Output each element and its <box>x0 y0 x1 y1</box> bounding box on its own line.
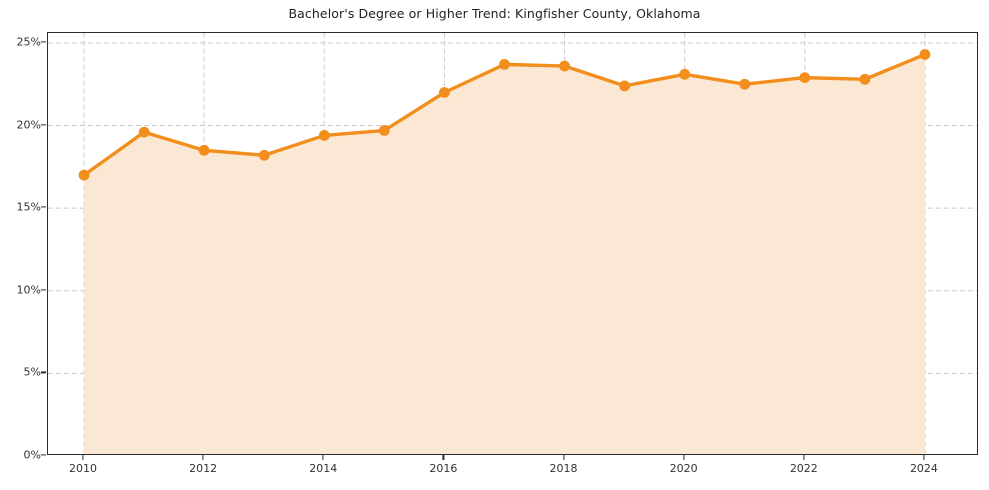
plot-area <box>47 32 978 455</box>
x-axis-tick-label: 2012 <box>189 462 218 475</box>
data-point-marker[interactable] <box>499 58 510 70</box>
x-axis-tick-mark <box>82 455 84 460</box>
data-point-marker[interactable] <box>619 80 631 92</box>
data-point-marker[interactable] <box>78 169 90 181</box>
x-axis-tick-mark <box>562 455 565 460</box>
data-point-marker[interactable] <box>138 126 150 138</box>
y-axis-tick-mark <box>41 371 46 373</box>
plot-inner <box>48 33 977 454</box>
data-point-marker[interactable] <box>318 130 330 141</box>
x-axis-tick-label: 2018 <box>549 462 578 475</box>
data-point-marker[interactable] <box>739 78 751 90</box>
data-point-marker[interactable] <box>679 68 691 80</box>
data-point-marker[interactable] <box>859 73 871 85</box>
x-axis-labels: 2010 2012 2014 2016 2018 2020 2022 2024 <box>47 462 978 482</box>
y-axis-tick-label: 25% <box>16 35 41 49</box>
x-axis-tick-mark <box>683 455 685 460</box>
data-point-marker[interactable] <box>378 125 390 136</box>
y-axis-tick-mark <box>41 289 46 291</box>
y-axis-tick-mark <box>41 123 46 126</box>
x-axis-tick-label: 2024 <box>909 462 938 475</box>
y-axis-labels: 0% 5% 10% 15% 20% 25% <box>0 32 41 461</box>
x-axis-tick-mark <box>923 455 925 460</box>
data-point-marker[interactable] <box>198 144 210 156</box>
x-axis-tick-mark <box>202 455 204 460</box>
x-axis-tick-label: 2010 <box>69 462 98 475</box>
y-axis-tick-mark <box>41 206 46 208</box>
x-axis-tick-mark <box>322 455 324 460</box>
y-axis-tick-label: 15% <box>16 200 41 214</box>
line-chart-svg <box>48 33 977 454</box>
y-axis-tick-label: 0% <box>23 448 41 462</box>
x-axis-tick-mark <box>803 455 805 460</box>
area-fill <box>84 54 925 454</box>
y-axis-tick-label: 5% <box>23 365 41 379</box>
page-title: Bachelor's Degree or Higher Trend: Kingf… <box>288 6 701 21</box>
data-point-marker[interactable] <box>258 149 270 161</box>
x-axis-tick-label: 2022 <box>789 462 818 475</box>
x-axis-tick-label: 2020 <box>669 462 698 475</box>
data-point-marker[interactable] <box>439 87 450 98</box>
y-axis-tick-mark <box>41 41 46 43</box>
data-point-marker[interactable] <box>799 72 811 84</box>
y-axis-tick-label: 20% <box>16 118 41 132</box>
data-point-marker[interactable] <box>919 49 931 60</box>
data-point-marker[interactable] <box>559 60 570 72</box>
x-axis-tick-label: 2016 <box>429 462 458 475</box>
x-axis-tick-label: 2014 <box>309 462 338 475</box>
y-axis-tick-mark <box>41 454 46 456</box>
x-axis-tick-mark <box>442 455 445 460</box>
y-axis-tick-label: 10% <box>16 283 41 297</box>
